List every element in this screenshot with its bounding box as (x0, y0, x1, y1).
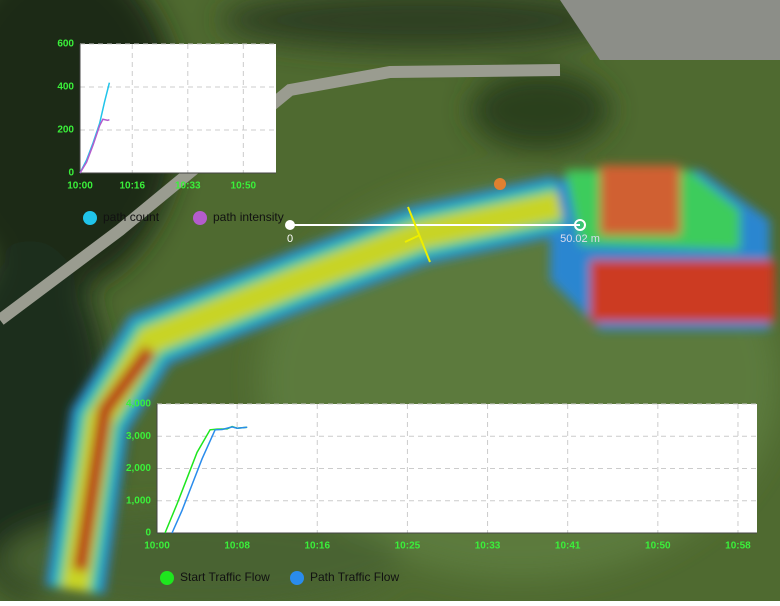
y-tick-label: 200 (57, 125, 74, 136)
x-tick-label: 10:16 (304, 541, 330, 552)
x-tick-label: 10:33 (475, 541, 501, 552)
legend-swatch (290, 571, 304, 585)
x-tick-label: 10:08 (224, 541, 250, 552)
map-marker[interactable] (494, 178, 506, 190)
scale-end-label: 50.02 m (560, 233, 600, 245)
y-tick-label: 400 (57, 82, 74, 93)
scale-handle[interactable] (574, 219, 586, 231)
legend-swatch (160, 571, 174, 585)
x-tick-label: 10:41 (555, 541, 581, 552)
scale-start-label: 0 (287, 233, 293, 245)
heatmap (45, 165, 775, 595)
legend-label: path intensity (213, 210, 284, 224)
legend-label: path count (103, 210, 160, 224)
x-tick-label: 10:16 (119, 181, 145, 192)
y-tick-label: 0 (68, 168, 74, 179)
legend-label: Path Traffic Flow (310, 570, 399, 584)
y-tick-label: 600 (57, 39, 74, 50)
x-tick-label: 10:00 (67, 181, 93, 192)
x-tick-label: 10:00 (144, 541, 170, 552)
parking (560, 0, 780, 60)
x-tick-label: 10:50 (231, 181, 257, 192)
road (0, 64, 561, 325)
series-line (79, 118, 110, 174)
legend-swatch (193, 211, 207, 225)
flow-gate[interactable] (404, 206, 431, 263)
y-tick-label: 4,000 (126, 399, 151, 410)
scale-handle[interactable] (285, 220, 295, 230)
legend-swatch (83, 211, 97, 225)
x-tick-label: 10:25 (395, 541, 421, 552)
legend-label: Start Traffic Flow (180, 570, 270, 584)
y-tick-label: 3,000 (126, 431, 151, 442)
x-tick-label: 10:50 (645, 541, 671, 552)
x-tick-label: 10:58 (725, 541, 751, 552)
chart-panel (80, 44, 276, 173)
y-tick-label: 2,000 (126, 463, 151, 474)
y-tick-label: 0 (145, 528, 151, 539)
y-tick-label: 1,000 (126, 495, 151, 506)
series-line (171, 426, 248, 534)
x-tick-label: 10:33 (175, 181, 201, 192)
